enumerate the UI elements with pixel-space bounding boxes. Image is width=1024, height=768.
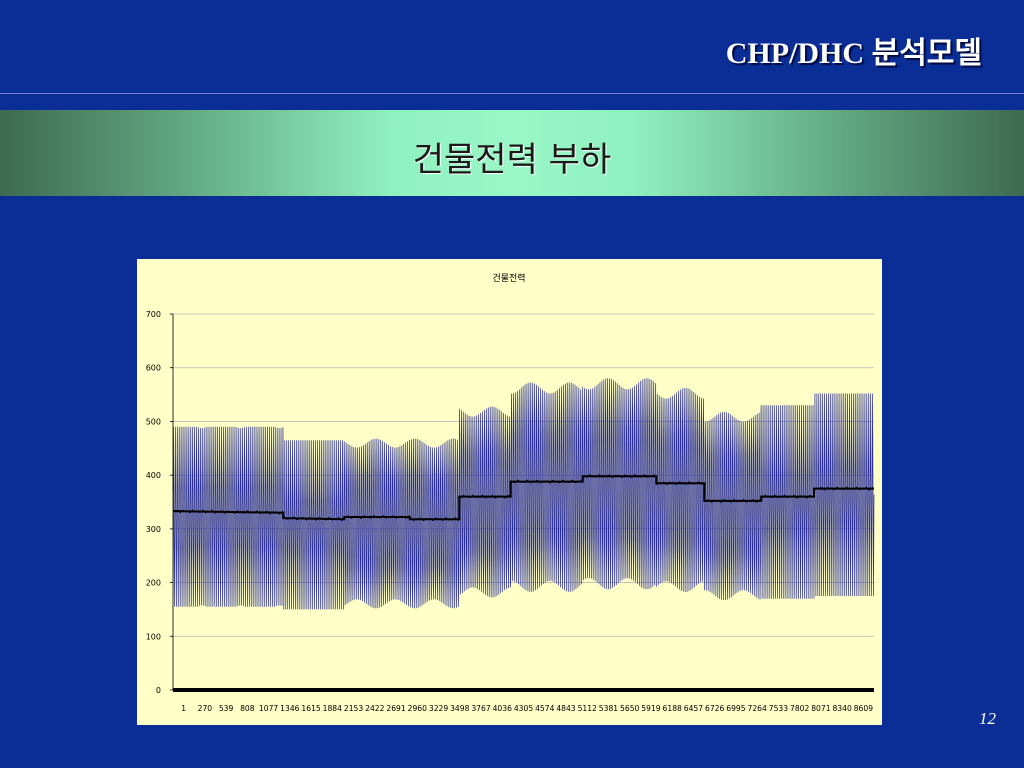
x-tick-label: 5112 — [578, 704, 597, 713]
x-tick-label: 7264 — [748, 704, 767, 713]
series-hourly-load-line — [172, 378, 875, 610]
slide-number: 12 — [979, 709, 996, 728]
chart-panel: 건물전력 0 100 200 300 400 500 600 700 1 270 539 808 107… — [137, 259, 882, 725]
x-tick-label: 6726 — [705, 704, 724, 713]
x-tick-label: 6995 — [726, 704, 745, 713]
y-tick-label: 400 — [146, 471, 161, 480]
x-tick-label: 4843 — [556, 704, 575, 713]
y-tick-label: 500 — [146, 417, 161, 426]
y-tick-label: 700 — [146, 310, 161, 319]
x-tick-label: 6457 — [684, 704, 703, 713]
header-divider — [0, 93, 1024, 94]
slide-header-title: CHP/DHC 분석모델 — [725, 37, 982, 70]
x-tick-label: 5650 — [620, 704, 639, 713]
x-tick-label: 8340 — [832, 704, 851, 713]
slide-title: 건물전력 부하 — [412, 140, 612, 180]
x-tick-label: 7533 — [769, 704, 788, 713]
y-tick-label: 600 — [146, 364, 161, 373]
x-tick-label: 4574 — [535, 704, 554, 713]
y-tick-label: 100 — [146, 632, 161, 641]
chart-title: 건물전력 — [492, 272, 525, 284]
x-tick-label: 270 — [198, 704, 213, 713]
x-tick-label: 4036 — [493, 704, 512, 713]
x-tick-label: 539 — [219, 704, 234, 713]
x-tick-label: 1 — [181, 704, 186, 713]
x-tick-label: 1615 — [301, 704, 320, 713]
title-banner: 건물전력 부하 — [0, 110, 1024, 196]
y-tick-label: 200 — [146, 579, 161, 588]
x-tick-label: 8609 — [854, 704, 873, 713]
x-tick-label: 5381 — [599, 704, 618, 713]
x-tick-label: 1346 — [280, 704, 299, 713]
x-tick-label: 2422 — [365, 704, 384, 713]
y-tick-label: 0 — [156, 686, 161, 695]
x-tick-label: 7802 — [790, 704, 809, 713]
x-tick-label: 4305 — [514, 704, 533, 713]
x-tick-label: 2153 — [344, 704, 363, 713]
x-tick-label: 1884 — [323, 704, 342, 713]
x-tick-label: 3767 — [471, 704, 490, 713]
building-power-chart: 건물전력 0 100 200 300 400 500 600 700 1 270 539 808 107… — [146, 272, 875, 713]
x-tick-label: 808 — [240, 704, 255, 713]
x-tick-label: 3229 — [429, 704, 448, 713]
x-tick-label: 5919 — [641, 704, 660, 713]
y-tick-label: 300 — [146, 525, 161, 534]
x-tick-label: 3498 — [450, 704, 469, 713]
x-tick-label: 8071 — [811, 704, 830, 713]
x-tick-label: 2960 — [408, 704, 427, 713]
x-tick-label: 2691 — [386, 704, 405, 713]
x-tick-label: 6188 — [663, 704, 682, 713]
x-tick-label: 1077 — [259, 704, 278, 713]
